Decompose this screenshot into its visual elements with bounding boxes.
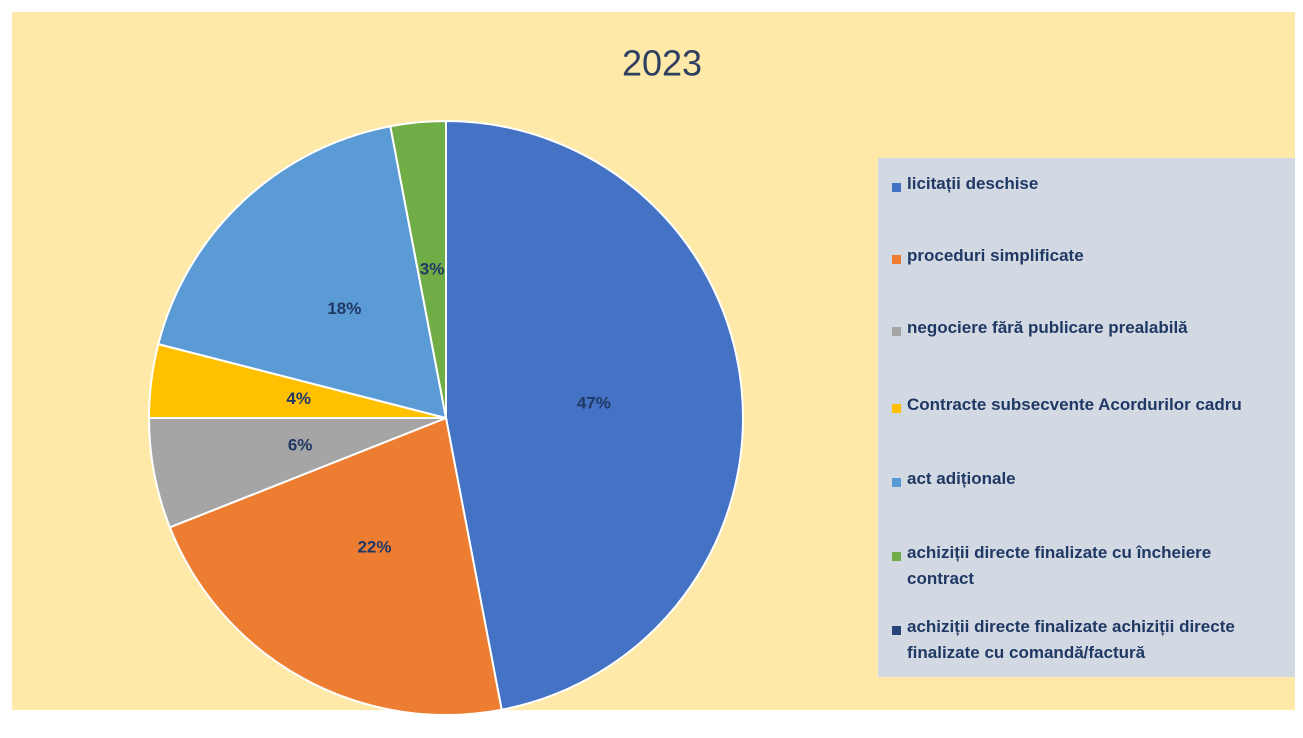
- data-label: 4%: [286, 389, 311, 408]
- legend-swatch: [892, 626, 901, 635]
- legend-label: licitații deschise: [907, 174, 1039, 193]
- pie-slice: [168, 416, 503, 716]
- legend-entry: proceduri simplificate: [892, 246, 1282, 269]
- data-label: 18%: [327, 299, 361, 318]
- data-label: 6%: [288, 435, 313, 454]
- legend-entry: achiziții directe finalizate achiziții d…: [892, 617, 1282, 666]
- legend-swatch: [892, 552, 901, 561]
- legend: licitații deschise proceduri simplificate…: [878, 158, 1295, 677]
- chart-title: 2023: [622, 43, 702, 84]
- legend-swatch: [892, 404, 901, 413]
- legend-label: Contracte subsecvente Acordurilor cadru: [907, 395, 1242, 414]
- legend-swatch: [892, 183, 901, 192]
- data-label: 22%: [357, 538, 391, 557]
- legend-label: achiziții directe finalizate achiziții d…: [907, 617, 1235, 662]
- data-label: 3%: [420, 260, 445, 279]
- legend-entry: negociere fără publicare prealabilă: [892, 318, 1282, 341]
- legend-entry: Contracte subsecvente Acordurilor cadru: [892, 395, 1282, 418]
- legend-label: act adiționale: [907, 469, 1016, 488]
- legend-swatch: [892, 478, 901, 487]
- legend-entry: licitații deschise: [892, 174, 1282, 197]
- legend-label: proceduri simplificate: [907, 246, 1084, 265]
- pie-slice: [157, 125, 448, 420]
- legend-swatch: [892, 255, 901, 264]
- pie-slice: [445, 119, 744, 711]
- legend-label: negociere fără publicare prealabilă: [907, 318, 1188, 337]
- data-label: 47%: [577, 394, 611, 413]
- legend-swatch: [892, 327, 901, 336]
- legend-entry: act adiționale: [892, 469, 1282, 492]
- legend-entry: achiziții directe finalizate cu încheier…: [892, 543, 1282, 592]
- legend-label: achiziții directe finalizate cu încheier…: [907, 543, 1212, 588]
